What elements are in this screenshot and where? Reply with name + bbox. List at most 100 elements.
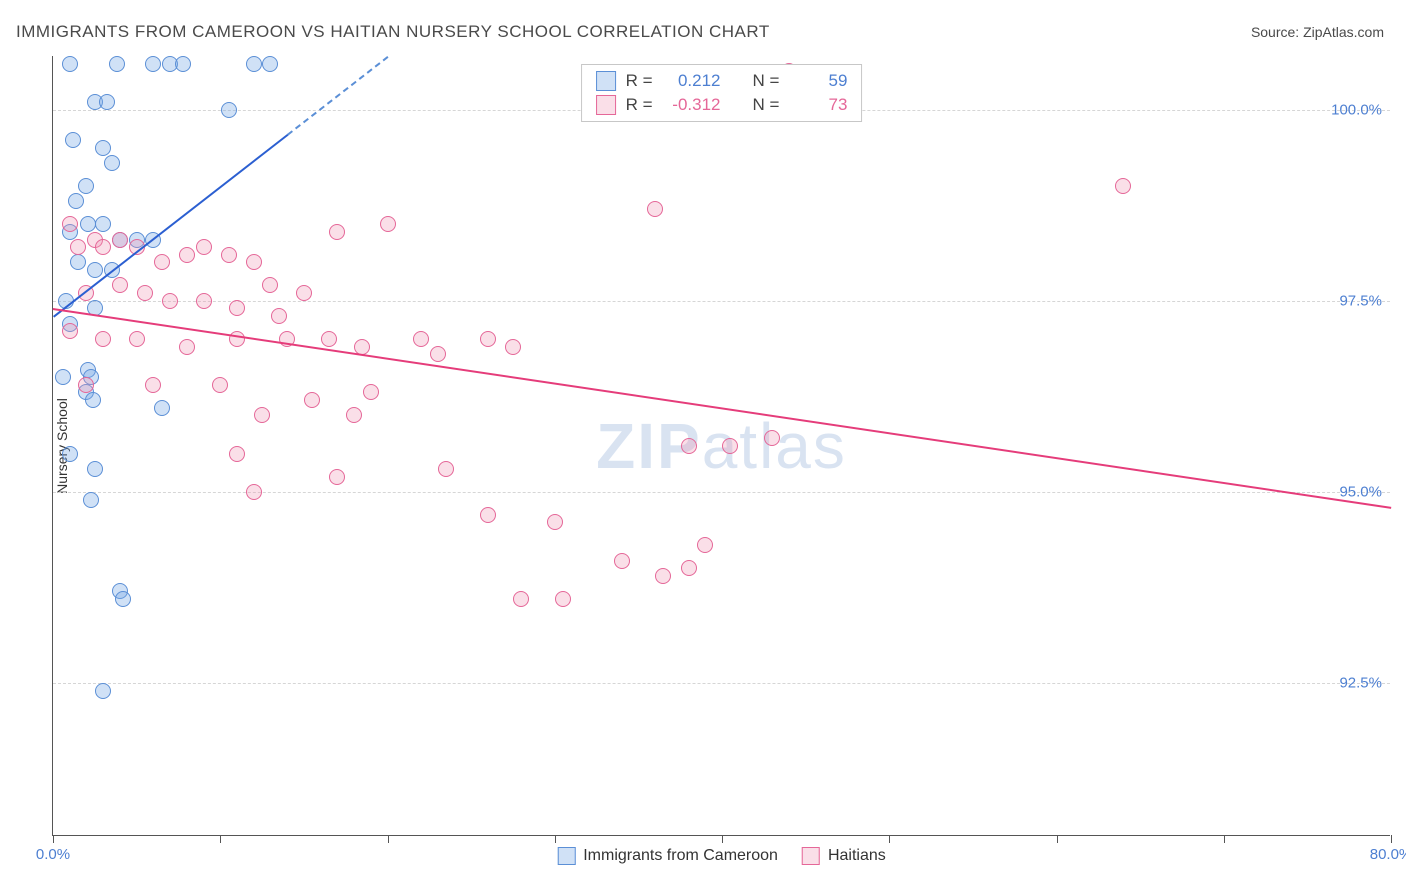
scatter-point	[95, 140, 111, 156]
x-tick	[1224, 835, 1225, 843]
scatter-point	[681, 560, 697, 576]
scatter-point	[229, 331, 245, 347]
scatter-point	[229, 446, 245, 462]
scatter-point	[229, 300, 245, 316]
scatter-point	[145, 56, 161, 72]
scatter-point	[346, 407, 362, 423]
scatter-point	[246, 484, 262, 500]
scatter-point	[62, 216, 78, 232]
correlation-legend: R =0.212N =59 R =-0.312N =73	[581, 64, 863, 122]
scatter-point	[246, 254, 262, 270]
scatter-point	[179, 339, 195, 355]
scatter-point	[555, 591, 571, 607]
scatter-point	[80, 216, 96, 232]
legend-swatch	[596, 95, 616, 115]
scatter-point	[262, 56, 278, 72]
scatter-point	[62, 56, 78, 72]
scatter-point	[87, 262, 103, 278]
scatter-point	[154, 400, 170, 416]
scatter-point	[246, 56, 262, 72]
scatter-point	[179, 247, 195, 263]
scatter-point	[254, 407, 270, 423]
series-legend-label: Haitians	[828, 847, 886, 865]
scatter-point	[321, 331, 337, 347]
trend-line	[287, 56, 389, 136]
scatter-point	[154, 254, 170, 270]
trend-line	[53, 308, 1391, 509]
x-axis-label: 0.0%	[36, 846, 70, 863]
gridline-h	[53, 683, 1390, 684]
scatter-point	[413, 331, 429, 347]
scatter-point	[65, 132, 81, 148]
x-tick	[1391, 835, 1392, 843]
scatter-point	[196, 239, 212, 255]
scatter-point	[697, 537, 713, 553]
scatter-point	[68, 193, 84, 209]
scatter-point	[271, 308, 287, 324]
x-tick	[53, 835, 54, 843]
scatter-point	[78, 178, 94, 194]
scatter-point	[380, 216, 396, 232]
scatter-point	[505, 339, 521, 355]
scatter-point	[85, 392, 101, 408]
y-tick-label: 97.5%	[1339, 292, 1382, 309]
source-attribution: Source: ZipAtlas.com	[1251, 24, 1384, 40]
x-tick	[388, 835, 389, 843]
scatter-point	[681, 438, 697, 454]
scatter-point	[764, 430, 780, 446]
scatter-point	[363, 384, 379, 400]
scatter-point	[438, 461, 454, 477]
scatter-point	[95, 216, 111, 232]
scatter-point	[104, 155, 120, 171]
scatter-point	[62, 323, 78, 339]
scatter-point	[112, 277, 128, 293]
scatter-plot-area: ZIPatlas 92.5%95.0%97.5%100.0%0.0%80.0%R…	[52, 56, 1390, 836]
scatter-point	[329, 469, 345, 485]
legend-swatch	[596, 71, 616, 91]
legend-row: R =-0.312N =73	[596, 95, 848, 115]
series-legend: Immigrants from Cameroon Haitians	[557, 847, 886, 865]
scatter-point	[480, 331, 496, 347]
scatter-point	[175, 56, 191, 72]
scatter-point	[95, 331, 111, 347]
scatter-point	[329, 224, 345, 240]
scatter-point	[95, 239, 111, 255]
scatter-point	[162, 293, 178, 309]
scatter-point	[304, 392, 320, 408]
scatter-point	[112, 232, 128, 248]
series-legend-item: Immigrants from Cameroon	[557, 847, 778, 865]
scatter-point	[70, 239, 86, 255]
scatter-point	[78, 377, 94, 393]
scatter-point	[221, 247, 237, 263]
x-tick	[1057, 835, 1058, 843]
x-tick	[555, 835, 556, 843]
chart-title: IMMIGRANTS FROM CAMEROON VS HAITIAN NURS…	[16, 22, 770, 42]
scatter-point	[62, 446, 78, 462]
scatter-point	[655, 568, 671, 584]
x-axis-label: 80.0%	[1370, 846, 1406, 863]
x-tick	[722, 835, 723, 843]
scatter-point	[115, 591, 131, 607]
scatter-point	[87, 461, 103, 477]
scatter-point	[430, 346, 446, 362]
scatter-point	[722, 438, 738, 454]
legend-swatch	[557, 847, 575, 865]
scatter-point	[129, 331, 145, 347]
scatter-point	[480, 507, 496, 523]
gridline-h	[53, 301, 1390, 302]
scatter-point	[296, 285, 312, 301]
scatter-point	[109, 56, 125, 72]
scatter-point	[221, 102, 237, 118]
scatter-point	[547, 514, 563, 530]
scatter-point	[145, 377, 161, 393]
scatter-point	[196, 293, 212, 309]
scatter-point	[70, 254, 86, 270]
y-tick-label: 100.0%	[1331, 101, 1382, 118]
scatter-point	[99, 94, 115, 110]
legend-swatch	[802, 847, 820, 865]
legend-row: R =0.212N =59	[596, 71, 848, 91]
scatter-point	[513, 591, 529, 607]
scatter-point	[1115, 178, 1131, 194]
x-tick	[889, 835, 890, 843]
scatter-point	[83, 492, 99, 508]
